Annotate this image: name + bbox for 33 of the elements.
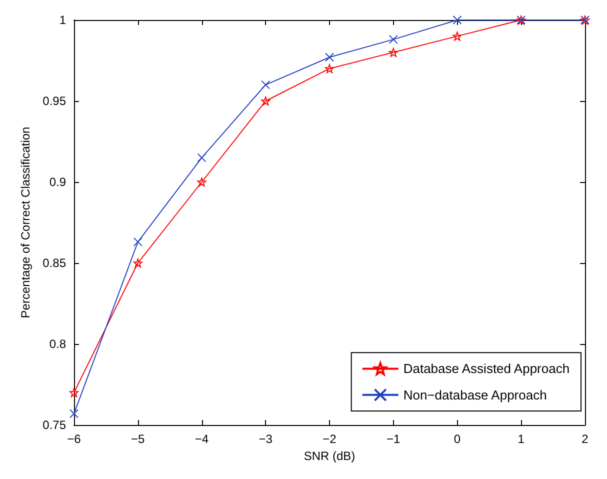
- point: [261, 80, 270, 90]
- legend-label: Database Assisted Approach: [403, 361, 570, 376]
- x-tick-label: 2: [582, 432, 589, 446]
- x-tick-label: −4: [194, 432, 209, 446]
- x-tick-label: −2: [322, 432, 337, 446]
- x-tick-label: −1: [386, 432, 401, 446]
- x-tick-label: −5: [131, 432, 146, 446]
- x-tick-label: 1: [518, 432, 525, 446]
- point: [261, 96, 270, 106]
- point: [197, 178, 206, 186]
- point: [133, 258, 142, 268]
- point: [388, 34, 398, 44]
- x-axis-title: SNR (dB): [304, 448, 356, 463]
- y-tick-label: 1: [59, 13, 66, 27]
- point: [325, 52, 334, 62]
- point: [452, 16, 462, 24]
- legend-label: Non−database Approach: [403, 387, 547, 402]
- point: [133, 237, 142, 246]
- y-axis-title: Percentage of Correct Classification: [18, 126, 33, 318]
- x-tick-label: −3: [258, 432, 273, 446]
- y-tick-label: 0.9: [49, 175, 66, 189]
- y-tick-label: 0.85: [42, 256, 66, 270]
- point: [452, 32, 462, 41]
- y-tick-label: 0.8: [49, 337, 66, 351]
- x-tick-label: 0: [454, 432, 461, 446]
- point: [70, 409, 78, 418]
- point: [70, 388, 78, 398]
- x-tick-label: −6: [67, 432, 82, 446]
- point: [325, 64, 334, 74]
- point: [197, 153, 206, 162]
- y-tick-label: 0.95: [42, 94, 66, 108]
- y-tick-label: 0.75: [42, 418, 66, 432]
- point: [388, 48, 398, 57]
